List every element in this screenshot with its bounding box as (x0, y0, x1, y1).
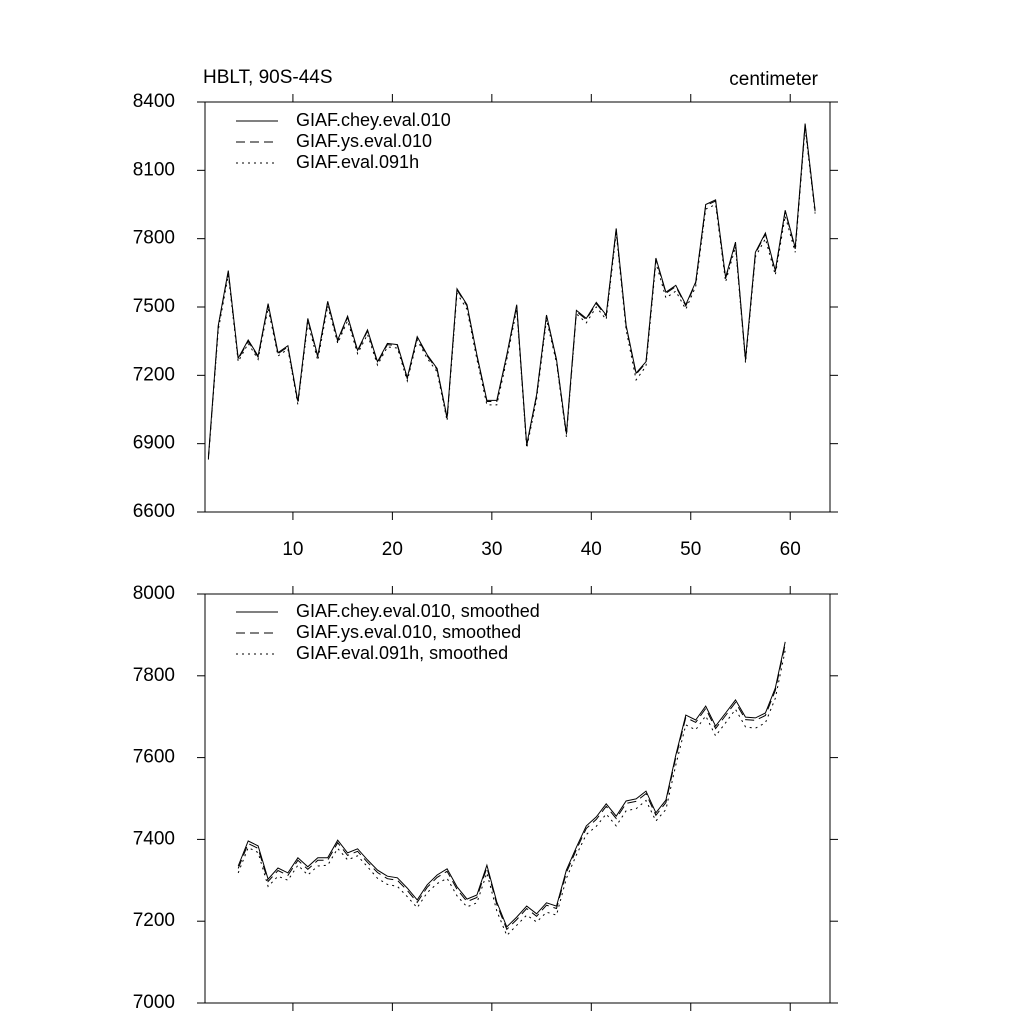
x-tick-label: 30 (481, 539, 502, 560)
legend-label: GIAF.chey.eval.010 (296, 110, 451, 130)
y-tick-label: 8400 (133, 91, 175, 112)
y-tick-label: 7200 (133, 364, 175, 385)
x-tick-label: 40 (581, 539, 602, 560)
x-tick-label: 50 (680, 539, 701, 560)
series-line (207, 124, 816, 459)
y-tick-label: 7000 (133, 992, 175, 1013)
y-tick-label: 7800 (133, 228, 175, 249)
legend-label: GIAF.ys.eval.010, smoothed (296, 622, 521, 642)
legend-label: GIAF.ys.eval.010 (296, 131, 432, 151)
y-tick-label: 7600 (133, 747, 175, 768)
units-label: centimeter (729, 69, 818, 90)
series-line (237, 650, 786, 937)
y-tick-label: 7200 (133, 910, 175, 931)
x-tick-label: 10 (282, 539, 303, 560)
legend-label: GIAF.eval.091h, smoothed (296, 643, 508, 663)
y-tick-label: 8000 (133, 583, 175, 604)
legend-label: GIAF.chey.eval.010, smoothed (296, 601, 540, 621)
series-line (207, 123, 816, 458)
y-tick-label: 6900 (133, 433, 175, 454)
x-tick-label: 20 (382, 539, 403, 560)
x-tick-label: 60 (780, 539, 801, 560)
y-tick-label: 7500 (133, 296, 175, 317)
chart-title: HBLT, 90S-44S (203, 67, 333, 88)
series-line (207, 128, 816, 460)
y-tick-label: 7800 (133, 665, 175, 686)
plot-frame (204, 593, 831, 1004)
y-tick-label: 6600 (133, 501, 175, 522)
y-tick-label: 7400 (133, 828, 175, 849)
y-tick-label: 8100 (133, 159, 175, 180)
series-line (237, 641, 786, 928)
series-line (237, 644, 786, 931)
legend-label: GIAF.eval.091h (296, 152, 419, 172)
